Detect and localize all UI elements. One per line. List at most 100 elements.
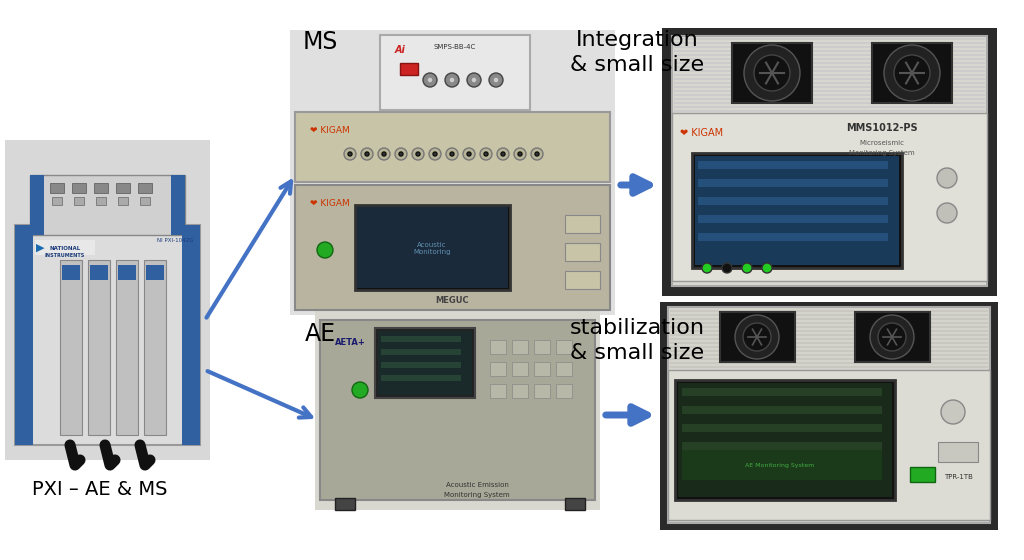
Bar <box>672 113 987 281</box>
Circle shape <box>467 152 471 156</box>
Circle shape <box>531 148 543 160</box>
Circle shape <box>762 263 772 273</box>
Circle shape <box>937 203 957 223</box>
Text: NATIONAL: NATIONAL <box>49 245 81 250</box>
Text: ❤ KIGAM: ❤ KIGAM <box>680 128 724 138</box>
Bar <box>30 175 185 235</box>
Circle shape <box>446 148 458 160</box>
Bar <box>692 153 902 268</box>
Bar <box>116 260 138 435</box>
Bar <box>674 106 985 108</box>
Circle shape <box>489 73 503 87</box>
Text: Integration
& small size: Integration & small size <box>570 30 705 75</box>
Circle shape <box>361 148 373 160</box>
Bar <box>674 54 985 56</box>
Bar <box>565 498 585 510</box>
Bar <box>295 185 610 310</box>
Bar <box>400 63 418 75</box>
Bar <box>670 330 988 332</box>
Bar <box>182 225 200 445</box>
Text: Acoustic
Monitoring: Acoustic Monitoring <box>414 241 451 254</box>
Bar <box>490 362 506 376</box>
Bar <box>490 384 506 398</box>
Circle shape <box>514 148 526 160</box>
Circle shape <box>352 382 368 398</box>
Circle shape <box>317 242 333 258</box>
Circle shape <box>471 77 477 83</box>
Bar <box>381 375 461 381</box>
Circle shape <box>484 152 488 156</box>
Text: Microseismic: Microseismic <box>859 140 904 146</box>
Bar <box>675 380 895 500</box>
Circle shape <box>423 73 437 87</box>
Text: Monitoring System: Monitoring System <box>849 150 914 156</box>
Circle shape <box>365 152 369 156</box>
Bar <box>674 66 985 68</box>
Circle shape <box>735 315 779 359</box>
Bar <box>674 98 985 100</box>
Bar <box>565 243 600 261</box>
Bar <box>512 384 528 398</box>
Bar <box>938 442 978 462</box>
Bar <box>674 102 985 104</box>
Circle shape <box>463 148 475 160</box>
Bar <box>118 265 136 280</box>
Bar <box>315 310 600 510</box>
Bar <box>670 350 988 352</box>
Circle shape <box>493 77 499 83</box>
Bar <box>96 197 106 205</box>
Bar <box>698 179 888 187</box>
Circle shape <box>518 152 522 156</box>
Bar <box>556 340 572 354</box>
Bar <box>512 362 528 376</box>
Bar <box>674 110 985 112</box>
Bar <box>94 183 108 193</box>
Bar <box>682 442 882 450</box>
Bar <box>140 197 150 205</box>
Bar <box>15 225 33 445</box>
Bar <box>381 362 461 368</box>
Bar <box>674 46 985 48</box>
Circle shape <box>433 152 437 156</box>
Circle shape <box>702 263 712 273</box>
Bar <box>118 197 128 205</box>
Circle shape <box>427 77 433 83</box>
Bar <box>662 28 997 296</box>
Bar <box>670 366 988 368</box>
Circle shape <box>497 148 509 160</box>
Text: Acoustic Emission: Acoustic Emission <box>445 482 509 488</box>
Circle shape <box>754 55 790 91</box>
Text: MMS1012-PS: MMS1012-PS <box>846 123 918 133</box>
Text: stabilization
& small size: stabilization & small size <box>569 318 705 363</box>
Bar <box>674 82 985 84</box>
Bar <box>674 94 985 96</box>
Bar <box>910 467 935 482</box>
Bar <box>534 362 550 376</box>
Bar <box>668 307 990 523</box>
Bar <box>872 43 952 103</box>
Circle shape <box>416 152 420 156</box>
Bar <box>357 207 508 288</box>
Bar <box>674 38 985 40</box>
Bar <box>732 43 812 103</box>
Bar <box>290 30 615 315</box>
Circle shape <box>445 73 459 87</box>
Bar <box>682 450 882 480</box>
Text: MS: MS <box>302 30 338 54</box>
Bar <box>381 349 461 355</box>
Circle shape <box>742 263 752 273</box>
Circle shape <box>429 148 441 160</box>
Circle shape <box>937 168 957 188</box>
Bar <box>670 326 988 328</box>
Text: AETA+: AETA+ <box>335 338 366 347</box>
Bar <box>670 318 988 320</box>
Bar <box>674 50 985 52</box>
Circle shape <box>894 55 930 91</box>
Bar <box>556 362 572 376</box>
Bar <box>674 70 985 72</box>
Bar <box>72 183 86 193</box>
Bar <box>682 424 882 432</box>
Bar <box>60 260 82 435</box>
Circle shape <box>348 152 352 156</box>
Bar <box>512 340 528 354</box>
